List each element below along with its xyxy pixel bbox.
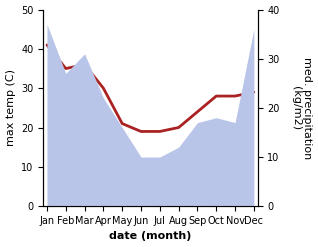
X-axis label: date (month): date (month) — [109, 231, 192, 242]
Y-axis label: med. precipitation
(kg/m2): med. precipitation (kg/m2) — [291, 57, 313, 159]
Y-axis label: max temp (C): max temp (C) — [5, 69, 16, 146]
